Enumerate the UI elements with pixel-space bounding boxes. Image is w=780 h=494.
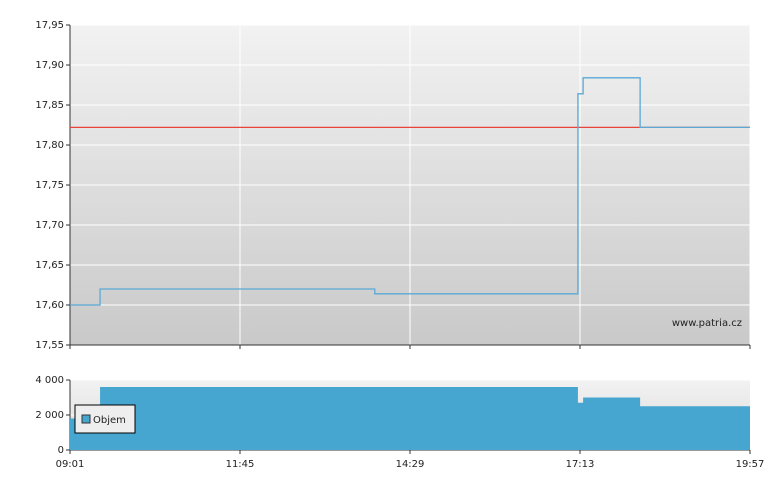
watermark: www.patria.cz: [672, 318, 742, 329]
y-tick-label: 17,85: [35, 100, 64, 111]
legend-swatch: [81, 414, 91, 424]
y-tick-label: 17,90: [35, 60, 64, 71]
x-tick-label: 17:13: [566, 459, 595, 470]
y-tick-label: 17,95: [35, 20, 64, 31]
x-tick-label: 14:29: [396, 459, 425, 470]
volume-area: [70, 387, 750, 450]
y-tick-label: 17,65: [35, 260, 64, 271]
price-line: [70, 77, 750, 306]
y-tick-label: 17,75: [35, 180, 64, 191]
legend-label: Objem: [93, 415, 126, 426]
x-tick-label: 11:45: [226, 459, 255, 470]
x-tick-label: 19:57: [736, 459, 765, 470]
y-tick-label: 2 000: [35, 410, 64, 421]
y-tick-label: 17,70: [35, 220, 64, 231]
y-tick-label: 4 000: [35, 375, 64, 386]
y-tick-label: 17,60: [35, 300, 64, 311]
y-tick-label: 0: [58, 445, 64, 456]
y-tick-label: 17,80: [35, 140, 64, 151]
y-tick-label: 17,55: [35, 340, 64, 351]
x-tick-label: 09:01: [56, 459, 85, 470]
